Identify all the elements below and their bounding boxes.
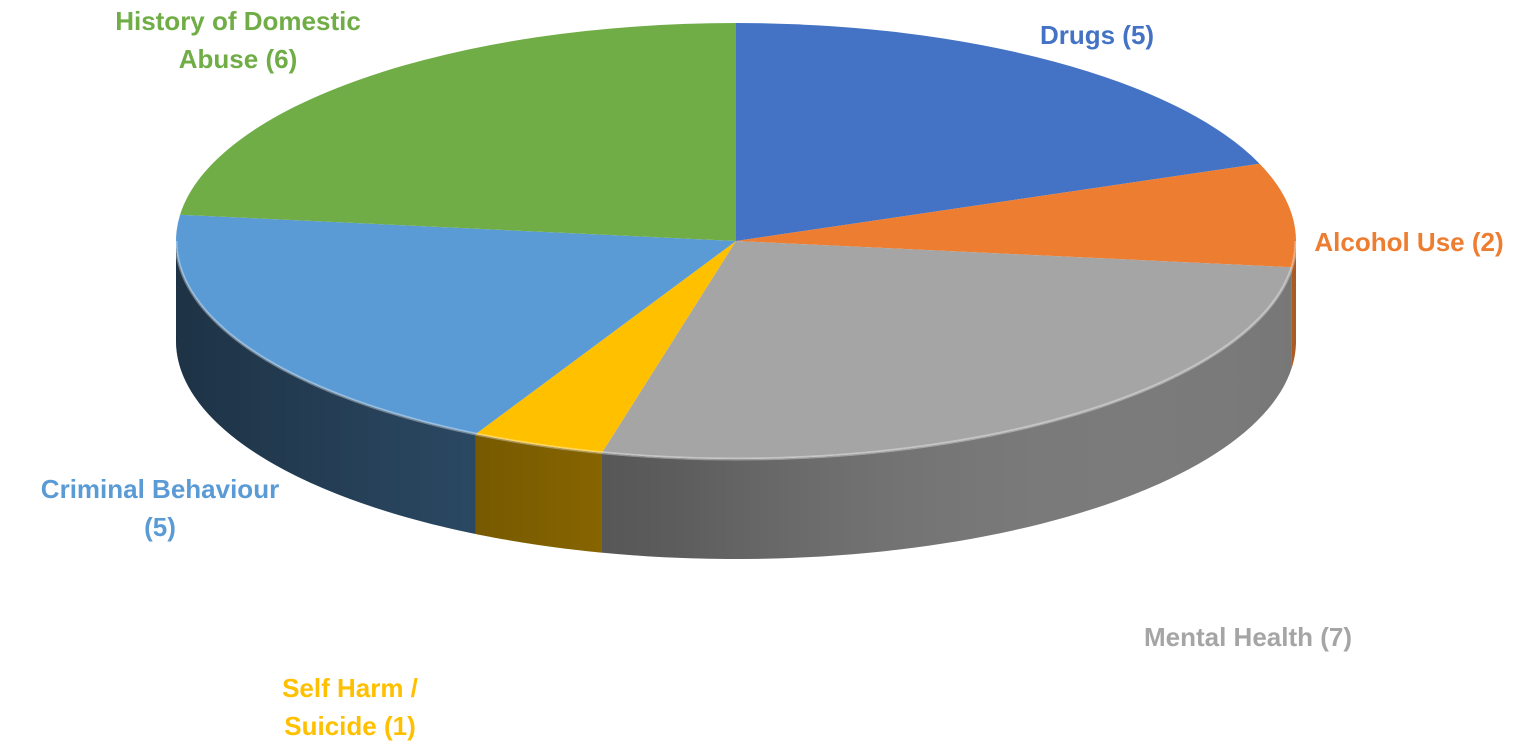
- pie-slice-criminal-behaviour: [175, 214, 736, 435]
- pie-labels: Drugs (5) Alcohol Use (2) Mental Health (7…: [41, 6, 1504, 741]
- data-label-mental-health: Mental Health (7): [1144, 622, 1352, 652]
- pie-tops: [174, 23, 1298, 461]
- pie-slice-alcohol-use: [736, 163, 1297, 268]
- pie-rim-highlight: [174, 240, 1298, 461]
- pie-slice-history-of-domestic-abuse: [180, 23, 736, 241]
- data-label-drugs: Drugs (5): [1040, 20, 1154, 50]
- pie-slice-mental-health: [601, 241, 1292, 460]
- data-label-history-of-domestic-abuse: History of Domestic Abuse (6): [115, 6, 361, 74]
- pie-slice-self-harm-suicide: [475, 241, 736, 453]
- pie-slice-drugs: [736, 23, 1260, 241]
- data-label-criminal-behaviour: Criminal Behaviour (5): [41, 474, 279, 542]
- data-label-self-harm-suicide: Self Harm / Suicide (1): [282, 673, 418, 741]
- pie-sides: [176, 241, 1296, 559]
- data-label-alcohol-use: Alcohol Use (2): [1314, 227, 1503, 257]
- pie-side-shading: [176, 241, 1296, 559]
